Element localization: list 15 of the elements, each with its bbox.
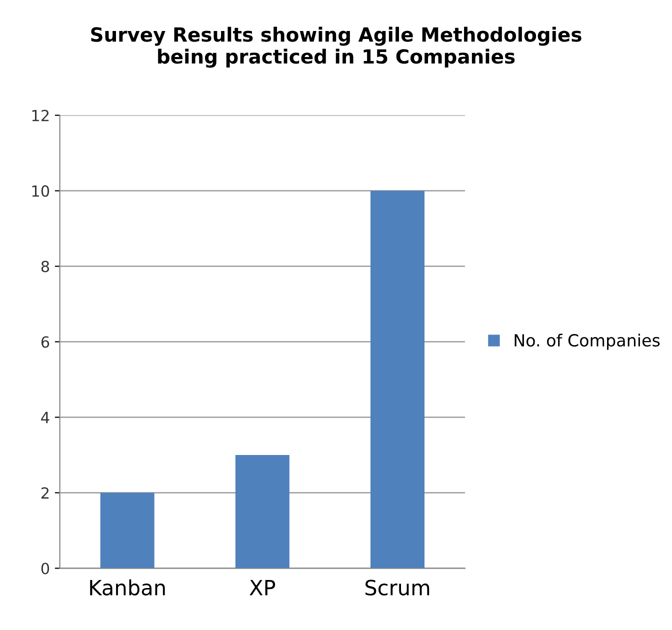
legend-label: No. of Companies bbox=[514, 334, 660, 350]
bar bbox=[100, 492, 154, 568]
x-tick-label: Kanban bbox=[90, 579, 165, 596]
chart-title: Survey Results showing Agile Methodologies being practiced in 15 Companies bbox=[91, 26, 582, 68]
y-tick-label: 4 bbox=[41, 412, 50, 424]
y-tick-label: 12 bbox=[32, 110, 49, 122]
x-tick-label: XP bbox=[250, 580, 276, 596]
y-tick-label: 8 bbox=[41, 260, 50, 272]
y-tick-label: 0 bbox=[41, 562, 50, 574]
x-tick-label: Scrum bbox=[365, 580, 430, 596]
y-tick-label: 6 bbox=[41, 336, 50, 348]
y-tick-label: 10 bbox=[32, 185, 50, 197]
bar bbox=[235, 455, 290, 568]
bar bbox=[370, 190, 424, 568]
y-tick-label: 2 bbox=[41, 487, 49, 499]
